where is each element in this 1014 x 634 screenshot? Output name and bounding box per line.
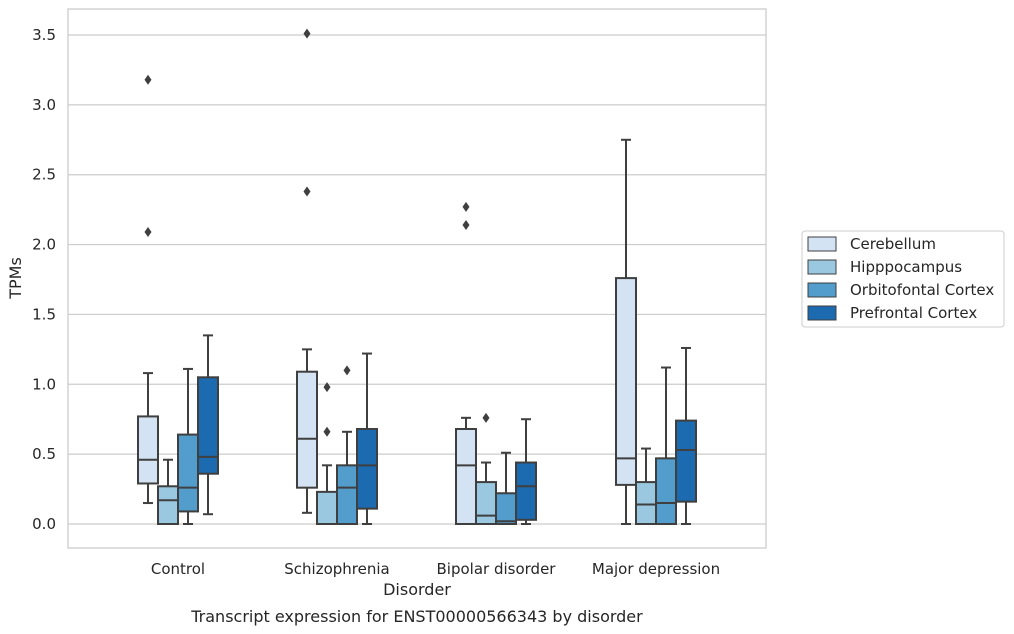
outlier-marker <box>343 365 351 376</box>
legend-swatch <box>807 259 837 275</box>
y-tick-label: 1.5 <box>32 305 56 323</box>
outlier-marker <box>303 186 311 197</box>
plot-frame <box>67 8 767 549</box>
x-tick-label: Major depression <box>592 560 720 578</box>
box-group <box>455 201 477 526</box>
outlier-marker <box>303 28 311 39</box>
outlier-marker <box>482 412 490 423</box>
y-tick-label: 3.5 <box>32 26 56 44</box>
legend-swatch <box>807 236 837 252</box>
outlier-marker <box>144 74 152 85</box>
outlier-marker <box>462 220 470 231</box>
box-body <box>157 485 179 525</box>
x-axis-title: Disorder <box>383 580 451 599</box>
legend: Cerebellum Hipppocampus Orbitofontal Corte… <box>801 230 1005 328</box>
boxes-layer <box>137 28 697 526</box>
box-group <box>356 352 378 525</box>
legend-label: Orbitofontal Cortex <box>850 281 994 299</box>
y-tick-label: 2.5 <box>32 166 56 184</box>
y-tick-label: 0.5 <box>32 445 56 463</box>
y-axis-title: TPMs <box>6 257 25 300</box>
box-body <box>336 464 358 526</box>
outlier-marker <box>462 201 470 212</box>
legend-label: Hipppocampus <box>850 258 962 276</box>
box-body <box>635 481 657 526</box>
legend-label: Prefrontal Cortex <box>850 304 977 322</box>
y-tick-label: 0.0 <box>32 515 56 533</box>
y-tick-label: 3.0 <box>32 96 56 114</box>
box-group <box>515 418 537 525</box>
box-group <box>675 346 697 525</box>
outlier-marker <box>144 226 152 237</box>
box-body <box>675 419 697 503</box>
box-group <box>495 451 517 525</box>
box-body <box>137 415 159 485</box>
x-tick-label: Bipolar disorder <box>437 560 557 578</box>
box-group <box>137 74 159 505</box>
box-body <box>495 492 517 525</box>
outlier-marker <box>323 382 331 393</box>
box-body <box>515 461 537 521</box>
x-tick-labels: Control Schizophrenia Bipolar disorder Majo… <box>151 560 720 578</box>
box-body <box>475 481 497 526</box>
legend-label: Cerebellum <box>850 235 936 253</box>
box-body <box>296 370 318 489</box>
box-group <box>197 334 219 516</box>
x-tick-label: Schizophrenia <box>284 560 389 578</box>
box-body <box>356 427 378 510</box>
box-group <box>296 28 318 514</box>
y-tick-label: 2.0 <box>32 236 56 254</box>
box-group <box>655 366 677 525</box>
legend-swatch <box>807 282 837 298</box>
box-body <box>455 427 477 526</box>
y-tick-labels: 0.0 0.5 1.0 1.5 2.0 2.5 3.0 3.5 <box>32 26 56 533</box>
box-body <box>177 433 199 513</box>
box-body <box>316 490 338 526</box>
box-group <box>177 367 199 525</box>
box-body <box>197 376 219 475</box>
legend-frame <box>801 230 1005 328</box>
chart-caption: Transcript expression for ENST0000056634… <box>190 607 643 626</box>
box-group <box>615 138 637 525</box>
x-tick-label: Control <box>151 560 205 578</box>
outlier-marker <box>323 426 331 437</box>
y-tick-label: 1.0 <box>32 375 56 393</box>
legend-swatch <box>807 305 837 321</box>
box-body <box>655 457 677 525</box>
box-body <box>615 277 637 486</box>
